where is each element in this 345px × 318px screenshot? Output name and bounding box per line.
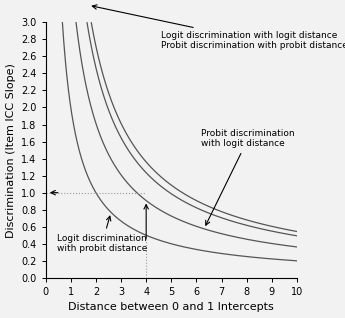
Y-axis label: Discrimination (Item ICC Slope): Discrimination (Item ICC Slope) [6, 63, 16, 238]
X-axis label: Distance between 0 and 1 Intercepts: Distance between 0 and 1 Intercepts [68, 302, 274, 313]
Text: Logit discrimination with logit distance
Probit discrimination with probit dista: Logit discrimination with logit distance… [92, 5, 345, 50]
Text: Logit discrimination
with probit distance: Logit discrimination with probit distanc… [57, 216, 147, 253]
Text: Probit discrimination
with logit distance: Probit discrimination with logit distanc… [201, 129, 295, 225]
